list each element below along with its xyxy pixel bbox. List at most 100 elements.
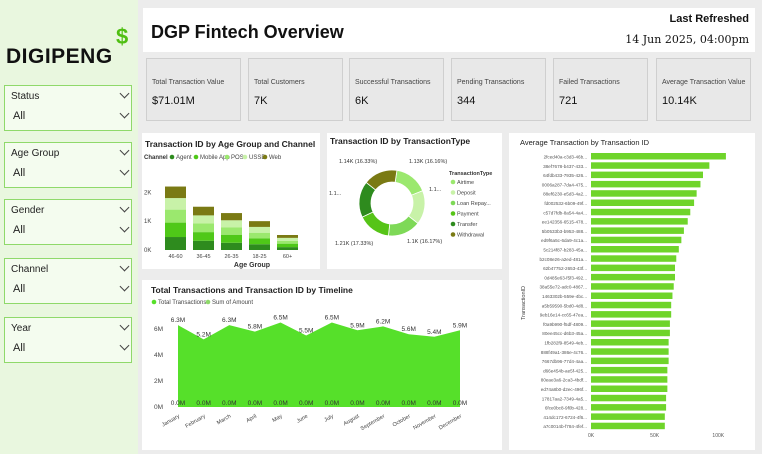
x-tick-label: 60+ (283, 254, 292, 260)
baseline-label: 0.0M (222, 400, 236, 407)
y-tick-label: 80eae3a6-2ca3-4bdf... (541, 378, 587, 383)
x-axis-label: Age Group (234, 262, 270, 269)
legend-marker (205, 299, 211, 305)
bar (591, 208, 691, 216)
data-label: 5.6M (402, 326, 416, 333)
legend-entry: Mobile App (200, 155, 230, 161)
legend-entry: Payment (457, 212, 479, 218)
legend-marker (262, 154, 268, 160)
x-tick-label: 46-60 (168, 254, 182, 260)
chevron-down-icon[interactable] (119, 202, 130, 213)
slicer-value[interactable]: All (13, 110, 26, 122)
y-tick-label: 38ef7678-b437-433... (543, 164, 587, 169)
legend-marker (193, 154, 199, 160)
slicer-year[interactable]: Year All (4, 317, 132, 363)
bar (591, 404, 667, 411)
baseline-label: 0.0M (453, 400, 467, 407)
baseline-label: 0.0M (376, 400, 390, 407)
slicer-value[interactable]: All (13, 342, 26, 354)
bar (591, 394, 667, 402)
y-tick-label: 6M (154, 326, 163, 333)
bar (591, 218, 688, 225)
legend-marker (450, 221, 456, 227)
y-tick-label: ee142356-6515-478... (542, 220, 587, 225)
bar-segment (221, 220, 242, 228)
bar (591, 413, 665, 420)
bar (591, 199, 695, 206)
legend-marker (450, 232, 456, 237)
legend-title: Channel (144, 155, 168, 161)
legend-marker (450, 200, 456, 206)
y-tick-label: 5b0533b3-b953-488... (542, 229, 587, 234)
kpi-value: 10.14K (662, 95, 697, 107)
data-label: 6.2M (376, 318, 390, 325)
chevron-down-icon[interactable] (119, 145, 130, 156)
timeline-chart-title: Total Transactions and Transaction ID by… (151, 285, 353, 295)
kpi-value: 344 (457, 95, 476, 107)
chevron-down-icon[interactable] (119, 88, 130, 99)
y-tick-label: 1fb282f9-8549-4eb... (544, 341, 587, 346)
y-tick-label: f0a9b990-f5df-4809... (543, 322, 587, 327)
kpi-card: Total Transaction Value $71.01M (146, 58, 241, 121)
y-tick-label: 1K (144, 219, 151, 225)
chevron-down-icon[interactable] (119, 165, 130, 176)
bar-segment (249, 232, 270, 239)
chevron-down-icon[interactable] (119, 281, 130, 292)
legend-entry: Total Transactions (158, 300, 206, 306)
bar-segment (249, 238, 270, 245)
chevron-down-icon[interactable] (119, 108, 130, 119)
chevron-down-icon[interactable] (119, 222, 130, 233)
baseline-label: 0.0M (299, 400, 313, 407)
bar (591, 255, 677, 262)
slice-label: 1.1K (16.17%) (407, 239, 442, 245)
bar-segment (221, 213, 242, 221)
slicer-value[interactable]: All (13, 224, 26, 236)
x-tick-label: May (272, 413, 284, 424)
kpi-label: Total Transaction Value (152, 79, 225, 86)
bar-segment (221, 234, 242, 243)
x-tick-label: February (185, 413, 207, 429)
legend-entry: Withdrawal (457, 233, 484, 239)
kpi-card: Successful Transactions 6K (349, 58, 444, 121)
y-tick-label: 2fced40a-c3d3-46b... (544, 155, 587, 160)
slice-label: 1.1... (429, 187, 442, 193)
x-tick-label: 26-35 (224, 254, 238, 260)
y-tick-label: 0M (154, 404, 163, 411)
transaction-type-chart-title: Transaction ID by TransactionType (330, 136, 471, 146)
y-tick-label: 414dc172-6724-4f6... (543, 415, 587, 420)
slicer-age-group[interactable]: Age Group All (4, 142, 132, 188)
kpi-card: Pending Transactions 344 (451, 58, 546, 121)
slicer-status[interactable]: Status All (4, 85, 132, 131)
chevron-down-icon[interactable] (119, 261, 130, 272)
bar (591, 227, 684, 234)
y-tick-label: 4M (154, 352, 163, 359)
slicer-value[interactable]: All (13, 167, 26, 179)
legend-marker (224, 154, 230, 160)
bar-segment (249, 244, 270, 250)
bar (591, 301, 672, 309)
slice-label: 1.1... (329, 191, 342, 197)
chevron-down-icon[interactable] (119, 340, 130, 351)
chevron-down-icon[interactable] (119, 320, 130, 331)
bar (591, 236, 682, 244)
kpi-label: Average Transaction Value (662, 79, 746, 86)
x-tick-label: 50K (650, 433, 660, 439)
area-fill (178, 322, 460, 407)
bar-segment (249, 221, 270, 227)
bar (591, 357, 669, 365)
y-tick-label: 7667db96-77d4-4aa... (542, 359, 587, 364)
slicer-channel[interactable]: Channel All (4, 258, 132, 304)
bar-segment (277, 240, 298, 244)
kpi-value: 6K (355, 95, 369, 107)
slice-label: 1.13K (16.16%) (409, 159, 447, 165)
data-label: 6.5M (273, 315, 287, 322)
bar (591, 273, 675, 281)
baseline-label: 0.0M (325, 400, 339, 407)
y-tick-label: 0006a287-7da4-475... (542, 182, 587, 187)
slicer-gender[interactable]: Gender All (4, 199, 132, 245)
slicer-title: Age Group (11, 148, 60, 159)
kpi-label: Pending Transactions (457, 79, 525, 86)
slicer-value[interactable]: All (13, 283, 26, 295)
y-tick-label: 2K (144, 190, 151, 196)
legend-entry: Deposit (457, 191, 476, 197)
